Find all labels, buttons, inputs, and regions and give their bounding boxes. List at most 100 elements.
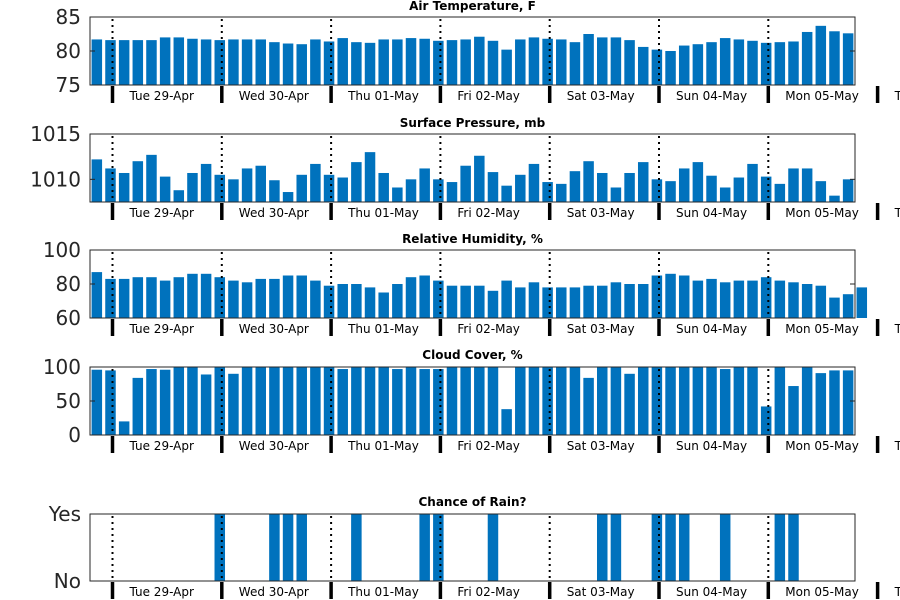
data-bar: [706, 367, 717, 435]
data-bar: [419, 38, 430, 85]
chart-panel-3: Relative Humidity, % 60 80 100 Tue 29-Apr Wed…: [43, 232, 900, 336]
chart-title: Cloud Cover, %: [422, 348, 522, 362]
data-bar: [255, 278, 266, 318]
data-bar: [651, 275, 663, 318]
data-bar: [678, 367, 690, 435]
x-tick-label: Mon 05-May: [785, 89, 859, 103]
data-bar: [706, 42, 717, 85]
x-tick-label: Wed 30-Apr: [239, 89, 309, 103]
data-bar: [446, 285, 458, 318]
data-bar: [474, 36, 485, 85]
data-bar: [200, 374, 212, 435]
data-bar: [678, 168, 690, 202]
data-bar: [637, 367, 649, 435]
data-bar: [323, 174, 335, 202]
data-bar: [474, 155, 485, 202]
y-tick-label: 100: [43, 238, 81, 262]
data-bar: [105, 278, 116, 318]
data-bar: [269, 514, 280, 581]
x-tick-label: Fri 02-May: [457, 89, 520, 103]
data-bar: [269, 42, 280, 85]
y-tick-label: 80: [56, 39, 81, 63]
data-bar: [487, 514, 499, 581]
data-bar: [460, 39, 471, 85]
data-bar: [159, 176, 171, 202]
data-bar: [556, 39, 567, 85]
data-bar: [378, 39, 389, 85]
data-bar: [842, 33, 854, 85]
data-bar: [296, 367, 307, 435]
data-bar: [706, 278, 717, 318]
x-tick-label: Tue 29-Apr: [129, 322, 194, 336]
data-bar: [487, 367, 499, 435]
data-bar: [118, 172, 130, 202]
data-bar: [829, 31, 840, 86]
x-tick-label: Mon 05-May: [785, 585, 859, 599]
data-bar: [433, 514, 444, 581]
y-tick-label: 75: [56, 73, 81, 97]
data-bar: [378, 292, 389, 318]
data-bar: [801, 367, 813, 435]
chart-title: Chance of Rain?: [418, 495, 526, 509]
data-bar: [569, 42, 581, 85]
x-tick-label: Mon 05-May: [785, 322, 859, 336]
data-bar: [460, 165, 471, 202]
data-bar: [651, 514, 663, 581]
chart-panel-4: Cloud Cover, % 0 50 100 Tue 29-Apr Wed 30-Apr…: [43, 348, 900, 453]
data-bar: [200, 273, 212, 318]
data-bar: [91, 39, 103, 85]
data-bar: [146, 277, 157, 318]
data-bar: [747, 163, 758, 202]
data-bar: [378, 367, 389, 435]
chart-panel-1: Air Temperature, F 75 80 85 Tue 29-Apr Wed 30…: [56, 0, 900, 103]
data-bar: [241, 367, 253, 435]
data-bar: [501, 49, 512, 85]
data-bar: [788, 168, 799, 202]
data-bar: [392, 284, 403, 318]
y-tick-label: 100: [43, 355, 81, 379]
data-bar: [801, 168, 813, 202]
x-tick-label: Sat 03-May: [567, 322, 635, 336]
data-bar: [187, 273, 198, 318]
x-tick-label: Thu 01-May: [347, 206, 419, 220]
data-bar: [282, 514, 294, 581]
data-bar: [501, 185, 512, 202]
data-bar: [323, 367, 335, 435]
y-tick-label: 1015: [30, 122, 81, 146]
data-bar: [556, 183, 567, 202]
data-bar: [433, 40, 444, 85]
x-tick-label: Tue 29-Apr: [129, 206, 194, 220]
data-bar: [610, 367, 622, 435]
x-tick-label: Tue 06-May: [894, 322, 900, 336]
data-bar: [105, 40, 116, 85]
y-tick-label: Yes: [48, 502, 81, 526]
y-tick-label: 80: [56, 272, 81, 296]
data-bar: [597, 285, 608, 318]
data-bar: [733, 177, 745, 202]
data-bar: [597, 172, 608, 202]
data-bar: [760, 176, 772, 202]
data-bar: [665, 514, 676, 581]
data-bar: [364, 152, 376, 202]
data-bar: [542, 38, 553, 85]
data-bar: [747, 40, 758, 85]
data-bar: [118, 421, 130, 435]
data-bar: [692, 44, 704, 85]
data-bar: [269, 367, 280, 435]
data-bar: [364, 367, 376, 435]
x-tick-label: Tue 29-Apr: [129, 89, 194, 103]
y-tick-label: 85: [56, 5, 81, 29]
axes-box: [89, 133, 856, 203]
data-bar: [515, 287, 526, 318]
y-tick-label: 50: [56, 389, 81, 413]
data-bar: [610, 282, 622, 318]
data-bar: [228, 179, 239, 202]
data-bar: [433, 369, 444, 435]
data-bar: [774, 183, 786, 202]
data-bar: [269, 278, 280, 318]
data-bar: [637, 46, 649, 85]
data-bar: [460, 285, 471, 318]
data-bar: [118, 40, 130, 85]
data-bar: [173, 367, 185, 435]
data-bar: [597, 514, 608, 581]
